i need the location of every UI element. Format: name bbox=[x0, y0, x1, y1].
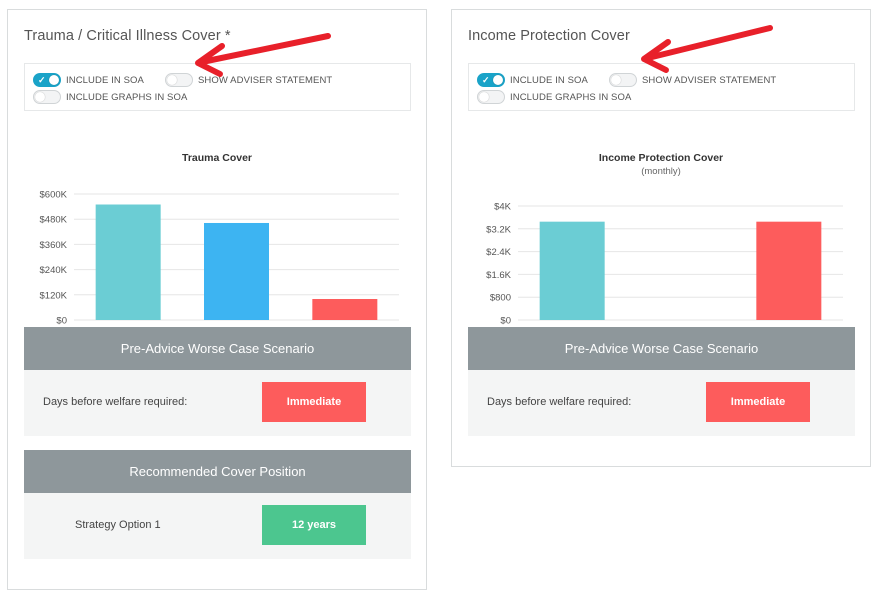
toggle-label: INCLUDE GRAPHS IN SOA bbox=[510, 91, 632, 103]
chart-title: Trauma Cover bbox=[182, 152, 252, 164]
y-tick-label: $240K bbox=[40, 265, 68, 276]
y-tick-label: $800 bbox=[490, 293, 511, 304]
y-tick-label: $120K bbox=[40, 290, 68, 301]
strategy-option-label: Strategy Option 1 bbox=[75, 519, 161, 531]
immediate-badge[interactable]: Immediate bbox=[262, 382, 366, 422]
income-protection-chart: Income Protection Cover (monthly) $0 $800 $1… bbox=[486, 152, 843, 327]
switch-off-icon[interactable] bbox=[33, 90, 61, 104]
y-tick-label: $600K bbox=[40, 190, 68, 201]
include-graphs-in-soa-toggle[interactable]: INCLUDE GRAPHS IN SOA bbox=[33, 90, 187, 104]
pre-advice-body: Days before welfare required: Immediate bbox=[24, 370, 411, 436]
y-tick-label: $0 bbox=[500, 316, 511, 327]
show-adviser-statement-toggle[interactable]: SHOW ADVISER STATEMENT bbox=[165, 73, 332, 87]
y-tick-label: $480K bbox=[40, 215, 68, 226]
panel-title: Income Protection Cover bbox=[468, 28, 630, 44]
switch-off-icon[interactable] bbox=[609, 73, 637, 87]
toggle-label: INCLUDE GRAPHS IN SOA bbox=[66, 91, 188, 103]
switch-off-icon[interactable] bbox=[477, 90, 505, 104]
panel-title: Trauma / Critical Illness Cover * bbox=[24, 28, 231, 44]
days-before-welfare-label: Days before welfare required: bbox=[43, 396, 188, 408]
bar bbox=[756, 221, 822, 320]
income-protection-panel: Income Protection Cover ✓ INCLUDE IN SOA… bbox=[451, 9, 871, 467]
recommended-cover-header: Recommended Cover Position bbox=[24, 450, 411, 493]
toggle-label: INCLUDE IN SOA bbox=[510, 74, 588, 86]
chart-title: Income Protection Cover bbox=[599, 152, 723, 164]
chart-subtitle: (monthly) bbox=[641, 166, 681, 177]
days-before-welfare-label: Days before welfare required: bbox=[487, 396, 632, 408]
trauma-cover-chart: Trauma Cover $0 $120K $240K $360K $480K $600K bbox=[40, 152, 399, 327]
pre-advice-body: Days before welfare required: Immediate bbox=[468, 370, 855, 436]
switch-off-icon[interactable] bbox=[165, 73, 193, 87]
bar bbox=[204, 222, 269, 320]
recommended-cover-body: Strategy Option 1 12 years bbox=[24, 493, 411, 559]
switch-on-icon[interactable]: ✓ bbox=[33, 73, 61, 87]
toggle-label: SHOW ADVISER STATEMENT bbox=[642, 74, 777, 86]
y-tick-label: $4K bbox=[494, 202, 512, 213]
toggle-group: ✓ INCLUDE IN SOA SHOW ADVISER STATEMENT … bbox=[24, 63, 411, 111]
y-tick-label: $0 bbox=[56, 316, 67, 327]
pre-advice-header: Pre-Advice Worse Case Scenario bbox=[468, 327, 855, 370]
bar bbox=[95, 204, 161, 320]
toggle-group: ✓ INCLUDE IN SOA SHOW ADVISER STATEMENT … bbox=[468, 63, 855, 111]
include-in-soa-toggle[interactable]: ✓ INCLUDE IN SOA bbox=[477, 73, 588, 87]
y-tick-label: $360K bbox=[40, 240, 68, 251]
include-graphs-in-soa-toggle[interactable]: INCLUDE GRAPHS IN SOA bbox=[477, 90, 631, 104]
y-tick-label: $2.4K bbox=[486, 247, 511, 258]
y-tick-label: $3.2K bbox=[486, 224, 511, 235]
years-badge[interactable]: 12 years bbox=[262, 505, 366, 545]
trauma-panel: Trauma / Critical Illness Cover * ✓ INCL… bbox=[7, 9, 427, 590]
bar bbox=[312, 299, 378, 320]
y-tick-label: $1.6K bbox=[486, 270, 511, 281]
switch-on-icon[interactable]: ✓ bbox=[477, 73, 505, 87]
show-adviser-statement-toggle[interactable]: SHOW ADVISER STATEMENT bbox=[609, 73, 776, 87]
immediate-badge[interactable]: Immediate bbox=[706, 382, 810, 422]
toggle-label: INCLUDE IN SOA bbox=[66, 74, 144, 86]
bar bbox=[539, 221, 605, 320]
pre-advice-header: Pre-Advice Worse Case Scenario bbox=[24, 327, 411, 370]
toggle-label: SHOW ADVISER STATEMENT bbox=[198, 74, 333, 86]
include-in-soa-toggle[interactable]: ✓ INCLUDE IN SOA bbox=[33, 73, 144, 87]
